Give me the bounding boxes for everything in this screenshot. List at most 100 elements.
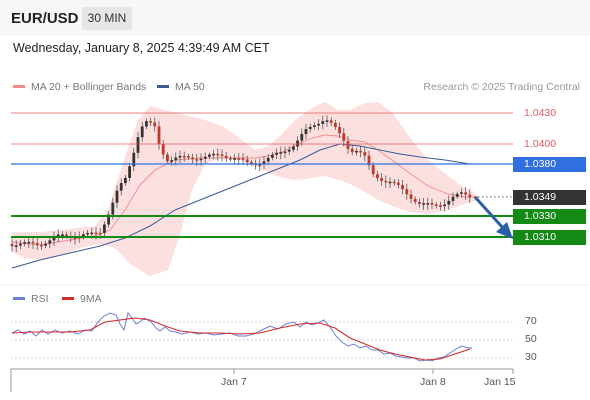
price-label-1-0430: 1.0430 [524, 107, 557, 119]
candle-body [124, 177, 127, 184]
candle-body [199, 158, 203, 161]
candle-body [304, 129, 308, 135]
price-label-1-0330: 1.0330 [513, 209, 586, 224]
candle-body [94, 232, 98, 235]
candle-body [220, 154, 224, 157]
x-label-jan8: Jan 8 [420, 376, 446, 388]
candle-body [140, 126, 144, 138]
candle-body [128, 166, 131, 178]
candle-body [258, 164, 262, 166]
candle-body [392, 181, 396, 184]
candle-body [111, 202, 115, 215]
candle-body [115, 190, 119, 203]
candle-body [10, 244, 14, 247]
candle-body [35, 243, 39, 245]
candle-body [271, 154, 274, 158]
candle-body [409, 194, 413, 199]
candle-body [224, 155, 228, 159]
candle-body [73, 237, 77, 239]
candle-body [422, 203, 425, 205]
candle-body [65, 234, 68, 237]
credit-label: Research © 2025 Trading Central [423, 81, 580, 93]
candle-body [355, 150, 358, 153]
candle-body [325, 120, 329, 122]
chart-header: EUR/USD 30 MIN [0, 0, 590, 36]
candle-body [443, 204, 446, 207]
rsi-tick-50: 50 [525, 333, 537, 345]
x-label-jan7: Jan 7 [221, 376, 247, 388]
candle-body [313, 125, 316, 127]
rsi-ma-swatch [62, 296, 74, 300]
x-label-jan15: Jan 15 [484, 376, 516, 388]
candle-body [182, 155, 186, 158]
candle-body [430, 203, 434, 205]
candle-body [342, 133, 346, 141]
candle-body [27, 241, 31, 244]
candle-body [405, 189, 409, 195]
candle-body [40, 244, 43, 247]
candle-body [275, 152, 278, 155]
candle-body [149, 121, 152, 123]
candle-body [359, 150, 362, 153]
candle-body [426, 203, 430, 205]
legend-rsi-ma: 9MA [62, 293, 102, 305]
candle-body [308, 126, 312, 130]
candle-body [132, 152, 136, 167]
candle-body [292, 146, 295, 150]
candle-body [388, 181, 392, 184]
price-label-1-0310: 1.0310 [513, 230, 586, 245]
candle-body [212, 153, 215, 156]
candle-body [107, 214, 110, 225]
candle-body [229, 158, 232, 160]
candle-body [262, 161, 266, 165]
candle-body [233, 158, 236, 160]
candle-body [157, 126, 161, 145]
candle-body [174, 157, 178, 161]
candle-body [203, 156, 207, 159]
legend-rsi-ma-label: 9MA [80, 293, 102, 305]
candle-body [464, 192, 467, 195]
candle-body [338, 127, 341, 134]
candle-body [145, 121, 148, 127]
candle-body [397, 182, 400, 185]
legend-bollinger: MA 20 + Bollinger Bands [13, 81, 146, 93]
candle-body [166, 154, 169, 162]
candle-body [346, 140, 350, 149]
rsi-tick-30: 30 [525, 351, 537, 363]
candle-body [376, 174, 379, 179]
bollinger-swatch [13, 84, 25, 88]
candle-body [82, 234, 85, 237]
candle-body [31, 241, 35, 244]
symbol-title: EUR/USD [11, 10, 79, 27]
candle-body [380, 178, 383, 181]
candle-body [241, 158, 245, 160]
legend-rsi-label: RSI [31, 293, 49, 305]
candle-body [279, 152, 283, 154]
candle-body [90, 232, 94, 235]
price-label-1-0380: 1.0380 [513, 157, 586, 172]
candle-body [329, 120, 333, 123]
legend-bollinger-label: MA 20 + Bollinger Bands [31, 81, 147, 93]
candle-body [350, 148, 354, 153]
candle-body [334, 122, 337, 128]
candles [10, 115, 472, 253]
candle-body [245, 159, 249, 163]
candle-body [418, 202, 421, 204]
candle-body [216, 153, 220, 156]
candle-body [191, 157, 194, 160]
candle-body [237, 158, 241, 160]
candle-body [14, 245, 18, 247]
candle-body [439, 205, 442, 207]
candle-body [170, 160, 173, 162]
bollinger-middle-line [11, 134, 478, 246]
candle-body [447, 200, 451, 205]
bollinger-band [12, 102, 478, 276]
ma50-swatch [157, 84, 169, 88]
candle-body [86, 232, 89, 235]
timeframe-button[interactable]: 30 MIN [82, 7, 132, 30]
candle-body [317, 123, 320, 126]
legend-rsi: RSI [13, 293, 49, 305]
candle-body [296, 140, 299, 147]
candle-body [434, 204, 438, 207]
